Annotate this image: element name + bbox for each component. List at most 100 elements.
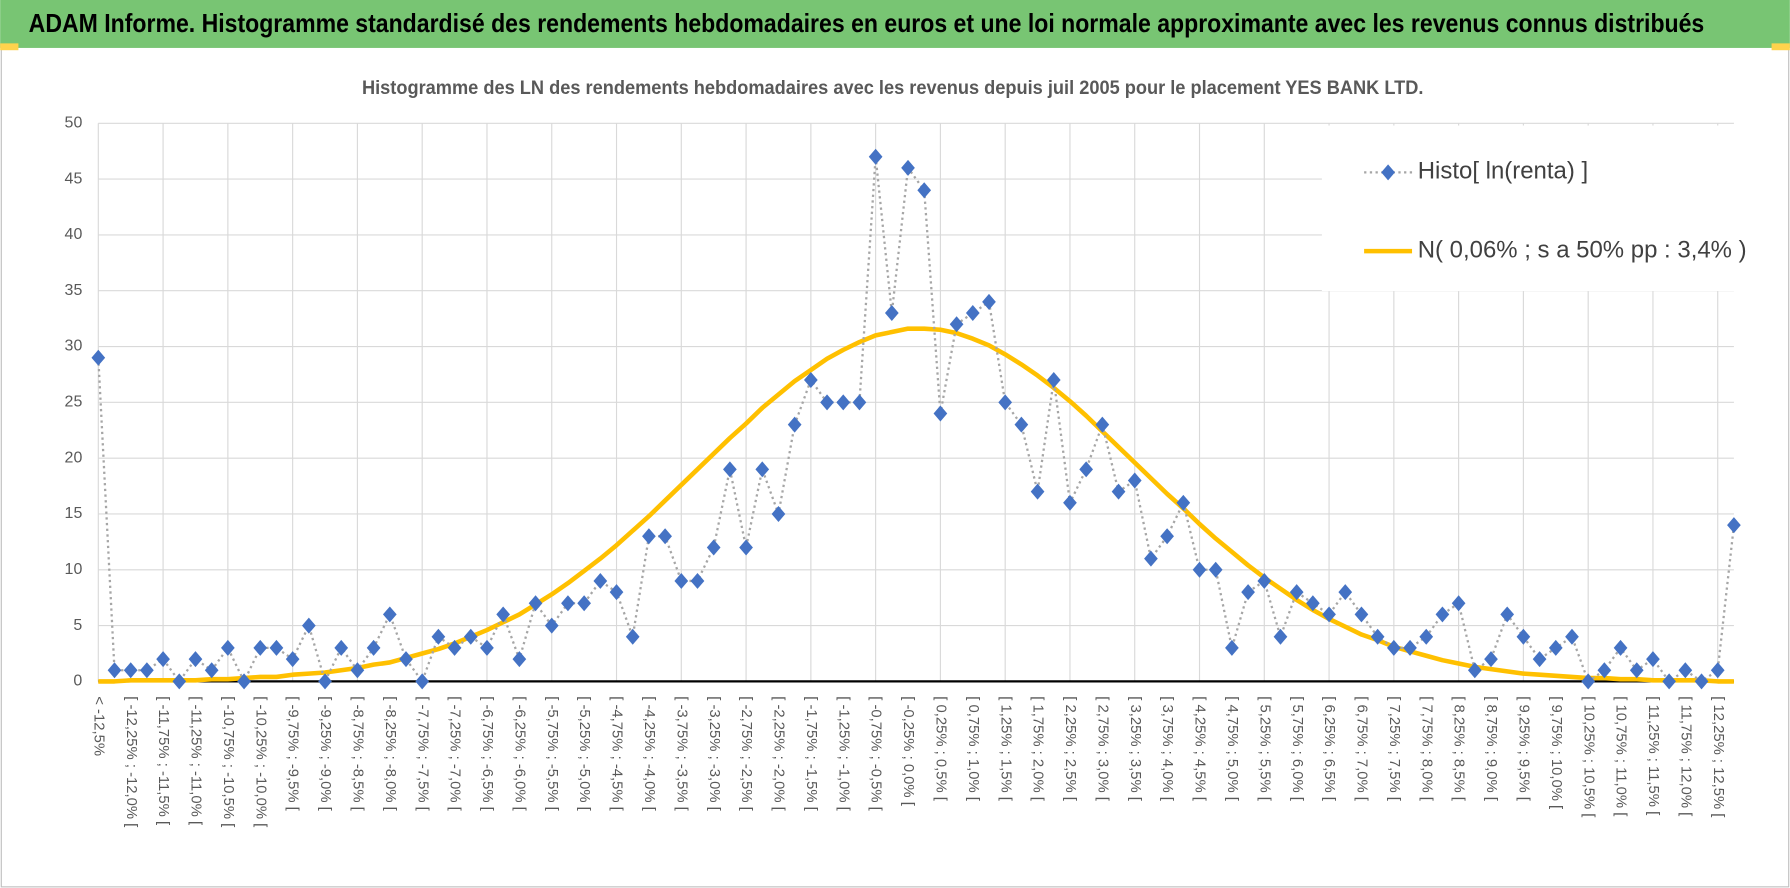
data-point bbox=[1079, 461, 1094, 478]
x-tick-label: [ -6,75% ; -6,5% [ bbox=[479, 696, 495, 811]
y-tick-label: 40 bbox=[65, 226, 83, 243]
page-title: ADAM Informe. Histogramme standardisé de… bbox=[29, 8, 1705, 38]
x-tick-label: [ -2,25% ; -2,0% [ bbox=[771, 696, 787, 811]
data-point bbox=[204, 662, 219, 679]
y-tick-label: 20 bbox=[65, 449, 83, 466]
x-tick-label: [ 2,25% ; 2,5% [ bbox=[1062, 696, 1078, 801]
data-point bbox=[561, 595, 575, 612]
data-point bbox=[140, 662, 154, 679]
data-point bbox=[431, 628, 446, 645]
data-point bbox=[512, 651, 527, 668]
data-point bbox=[285, 651, 300, 668]
x-tick-label: [ -5,25% ; -5,0% [ bbox=[576, 696, 592, 811]
y-tick-label: 15 bbox=[65, 505, 83, 522]
data-point bbox=[107, 662, 122, 679]
series-line bbox=[98, 326, 1734, 684]
data-point bbox=[625, 628, 640, 645]
data-point bbox=[690, 572, 705, 589]
data-point bbox=[480, 639, 494, 656]
data-point bbox=[1532, 651, 1547, 668]
data-point bbox=[1192, 561, 1207, 578]
y-tick-label: 50 bbox=[65, 114, 83, 131]
data-point bbox=[91, 349, 106, 366]
x-tick-label: [ 2,75% ; 3,0% [ bbox=[1094, 696, 1110, 801]
data-point bbox=[382, 606, 397, 623]
data-point bbox=[933, 405, 948, 422]
data-point bbox=[949, 316, 964, 333]
data-point bbox=[706, 539, 721, 556]
x-tick-label: [ 11,25% ; 11,5% [ bbox=[1645, 696, 1661, 815]
y-tick-label: 35 bbox=[65, 282, 83, 299]
data-point bbox=[1176, 494, 1191, 511]
data-point bbox=[399, 651, 413, 668]
data-point bbox=[156, 651, 170, 668]
x-tick-label: [ -3,25% ; -3,0% [ bbox=[706, 696, 722, 811]
data-point bbox=[998, 394, 1013, 411]
x-tick-label: [ 6,75% ; 7,0% [ bbox=[1354, 696, 1370, 801]
x-tick-label: [ -5,75% ; -5,5% [ bbox=[544, 696, 560, 811]
data-point bbox=[172, 673, 187, 690]
x-tick-label: [ -0,25% ; 0,0% [ bbox=[900, 696, 916, 806]
data-point bbox=[1710, 662, 1725, 679]
x-tick-label: [ 11,75% ; 12,0% [ bbox=[1677, 696, 1693, 816]
data-point bbox=[1694, 673, 1709, 690]
x-tick-label: [ -12,25% ; -12,0% [ bbox=[123, 696, 139, 827]
x-tick-label: [ 3,25% ; 3,5% [ bbox=[1127, 696, 1143, 801]
data-point bbox=[1014, 416, 1029, 433]
data-point bbox=[1273, 628, 1288, 645]
data-point bbox=[447, 639, 462, 656]
chart-title: Histogramme des LN des rendements hebdom… bbox=[362, 77, 1423, 99]
data-point bbox=[366, 639, 381, 656]
data-point bbox=[350, 662, 365, 679]
data-point bbox=[1063, 494, 1077, 511]
data-point bbox=[237, 673, 251, 690]
data-point bbox=[1257, 572, 1272, 589]
data-point bbox=[318, 673, 332, 690]
legend-label: N( 0,06% ; s a 50% pp : 3,4% ) bbox=[1418, 236, 1747, 263]
data-point bbox=[1629, 662, 1644, 679]
data-point bbox=[269, 639, 284, 656]
data-point bbox=[334, 639, 349, 656]
x-tick-label: [ 4,25% ; 4,5% [ bbox=[1192, 696, 1208, 801]
x-tick-label: [ 10,75% ; 11,0% [ bbox=[1613, 696, 1629, 816]
x-tick-label: [ 5,25% ; 5,5% [ bbox=[1256, 696, 1272, 801]
x-tick-label: [ -6,25% ; -6,0% [ bbox=[511, 696, 527, 811]
x-tick-label: [ -10,75% ; -10,5% [ bbox=[220, 696, 236, 827]
header-corner bbox=[1771, 43, 1790, 51]
data-point bbox=[1500, 606, 1515, 623]
legend-marker bbox=[1381, 164, 1395, 181]
x-tick-label: [ 12,25% ; 12,5% [ bbox=[1710, 696, 1726, 817]
x-tick-label: [ 9,75% ; 10,0% [ bbox=[1548, 696, 1564, 809]
x-tick-label: [ -0,75% ; -0,5% [ bbox=[868, 696, 884, 811]
data-point bbox=[123, 662, 138, 679]
y-tick-label: 0 bbox=[73, 673, 82, 690]
data-point bbox=[1144, 550, 1158, 567]
x-tick-label: [ 1,75% ; 2,0% [ bbox=[1030, 696, 1046, 801]
data-point bbox=[1370, 628, 1385, 645]
data-point bbox=[496, 606, 511, 623]
x-tick-label: [ 10,25% ; 10,5% [ bbox=[1580, 696, 1596, 817]
x-tick-label: [ -11,25% ; -11,0% [ bbox=[188, 696, 204, 825]
x-tick-label: < -12,5% bbox=[90, 696, 106, 756]
x-tick-label: [ 0,25% ; 0,5% [ bbox=[932, 696, 948, 801]
x-tick-label: [ -9,25% ; -9,0% [ bbox=[317, 696, 333, 811]
x-tick-label: [ 0,75% ; 1,0% [ bbox=[965, 696, 981, 801]
data-point bbox=[221, 639, 235, 656]
data-point bbox=[1306, 595, 1320, 612]
x-tick-label: [ -4,75% ; -4,5% [ bbox=[609, 696, 625, 811]
y-tick-label: 45 bbox=[65, 170, 83, 187]
x-tick-label: [ 1,25% ; 1,5% [ bbox=[997, 696, 1013, 801]
x-tick-label: [ 4,75% ; 5,0% [ bbox=[1224, 696, 1240, 801]
x-tick-label: [ -7,75% ; -7,5% [ bbox=[414, 696, 430, 811]
data-point bbox=[301, 617, 316, 634]
data-point bbox=[1451, 595, 1466, 612]
data-point bbox=[1467, 662, 1482, 679]
data-point bbox=[1322, 606, 1336, 623]
data-point bbox=[1613, 639, 1628, 656]
data-point bbox=[901, 159, 915, 176]
x-tick-label: [ 3,75% ; 4,0% [ bbox=[1159, 696, 1175, 801]
x-tick-label: [ -3,75% ; -3,5% [ bbox=[673, 696, 689, 811]
data-point bbox=[852, 394, 867, 411]
x-tick-label: [ 7,25% ; 7,5% [ bbox=[1386, 696, 1402, 801]
